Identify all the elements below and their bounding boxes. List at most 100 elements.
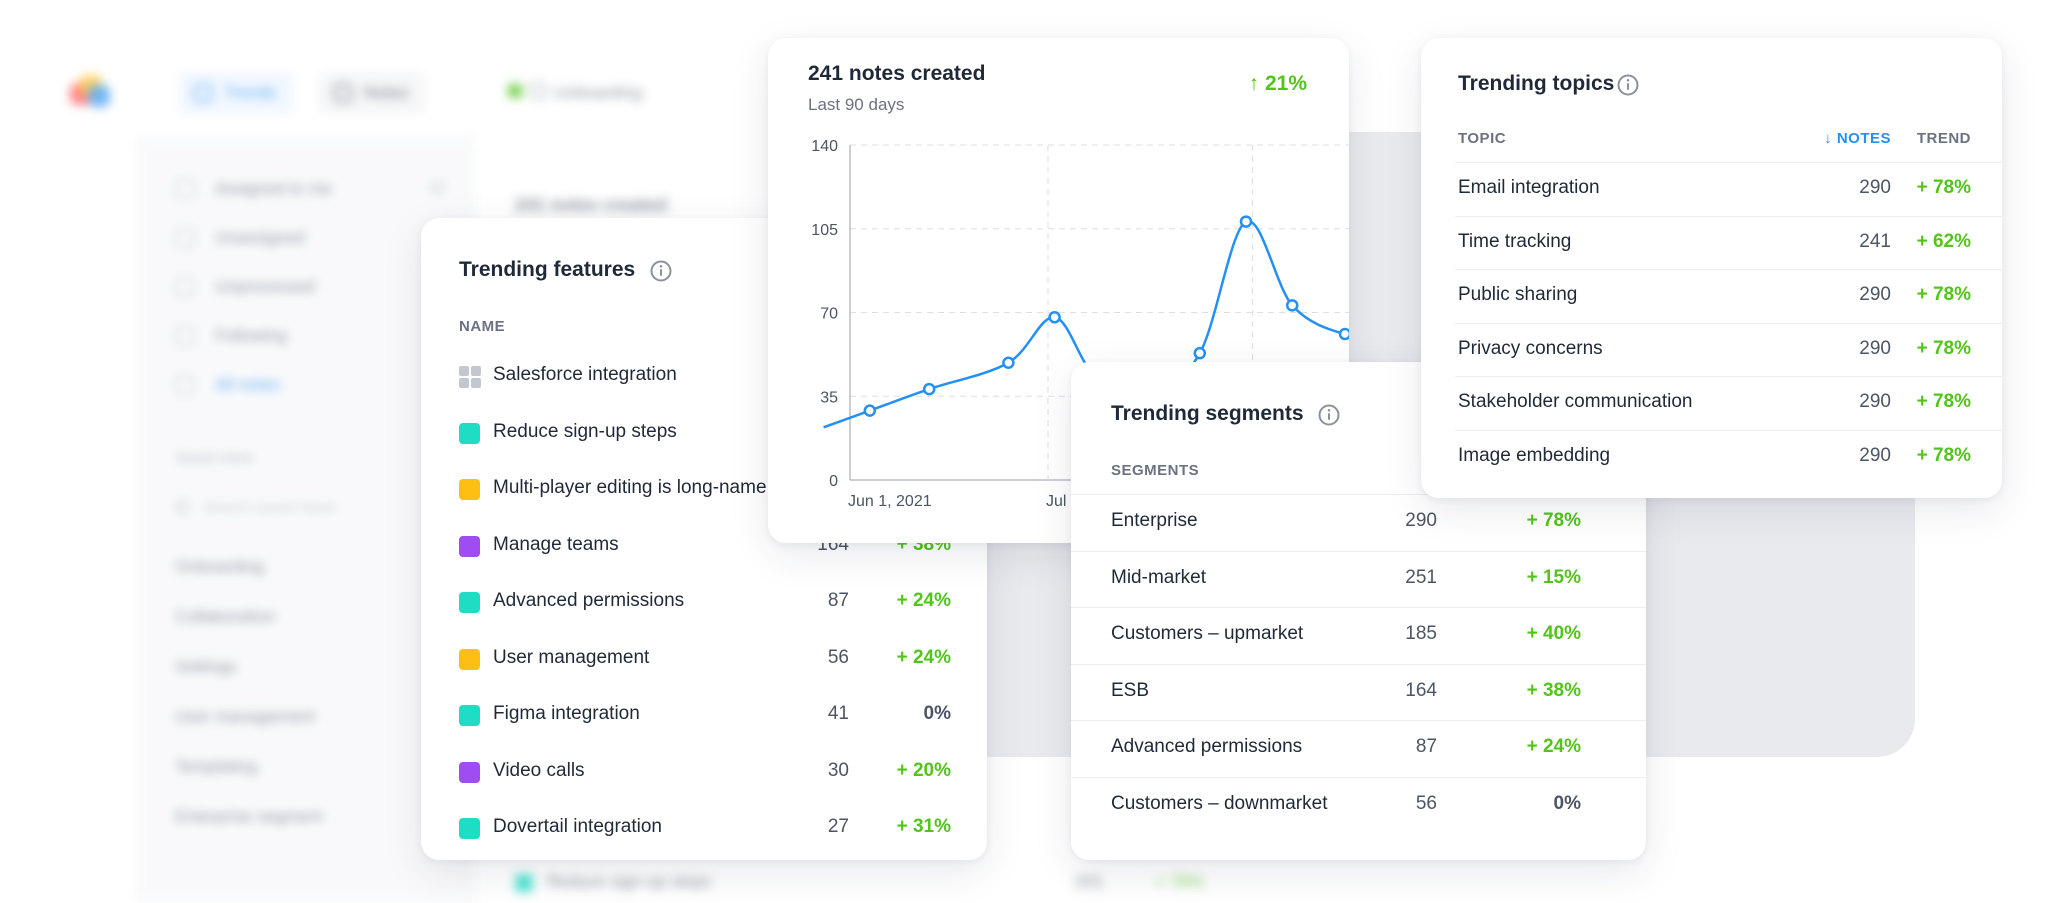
search-icon bbox=[175, 500, 189, 514]
table-row[interactable]: Mid-market 251 + 15% bbox=[1071, 550, 1646, 608]
row-label: Video calls bbox=[493, 759, 585, 781]
row-count: 241 bbox=[1859, 230, 1891, 252]
row-label: Customers – upmarket bbox=[1111, 623, 1304, 644]
row-divider bbox=[1455, 429, 2002, 431]
sidebar-group-onboarding[interactable]: Onboarding bbox=[175, 557, 264, 576]
table-row[interactable]: Multi-player editing is long-name bbox=[421, 461, 987, 518]
row-trend: + 40% bbox=[1526, 623, 1581, 644]
table-row[interactable]: Figma integration 41 0% bbox=[421, 687, 987, 744]
card-title: Trending features bbox=[459, 258, 636, 281]
row-count: 290 bbox=[1859, 444, 1891, 466]
row-count: 201 bbox=[1075, 872, 1104, 891]
table-row[interactable]: ESB 164 + 38% bbox=[1071, 663, 1646, 721]
table-row[interactable]: Customers – downmarket 56 0% bbox=[1071, 776, 1646, 834]
card-title: Trending segments bbox=[1111, 402, 1304, 425]
table-row[interactable]: Dovertail integration 27 + 31% bbox=[421, 800, 987, 857]
y-tick-label: 140 bbox=[811, 138, 838, 155]
info-icon[interactable] bbox=[650, 260, 672, 282]
table-row[interactable]: Advanced permissions 87 + 24% bbox=[421, 574, 987, 631]
app-logo bbox=[70, 75, 114, 111]
row-label: Mid-market bbox=[1111, 566, 1207, 588]
table-row[interactable]: User management 56 + 24% bbox=[421, 631, 987, 688]
sidebar-group-settings[interactable]: Settings bbox=[175, 657, 237, 676]
row-trend: + 78% bbox=[1916, 177, 1971, 198]
row-trend: + 24% bbox=[896, 590, 951, 611]
row-label: Enterprise bbox=[1111, 510, 1198, 531]
card-title: Trending topics bbox=[1458, 72, 1615, 95]
row-count: 41 bbox=[827, 703, 849, 724]
row-count: 251 bbox=[1405, 566, 1437, 588]
data-point bbox=[863, 404, 877, 417]
sidebar-count: 12 bbox=[428, 179, 445, 196]
row-label: Stakeholder communication bbox=[1458, 391, 1693, 412]
row-label: Reduce sign-up steps bbox=[547, 872, 712, 891]
table-row[interactable]: Time tracking 241 + 62% bbox=[1421, 215, 2002, 270]
tab-trends[interactable]: Trends bbox=[178, 72, 295, 114]
table-row[interactable]: Customers – upmarket 185 + 40% bbox=[1071, 607, 1646, 664]
sidebar-item-unassigned[interactable]: Unassigned bbox=[175, 226, 305, 250]
filter-label: Unboarding bbox=[554, 83, 642, 102]
row-divider bbox=[1071, 720, 1646, 721]
row-label: Dovertail integration bbox=[493, 816, 662, 837]
y-tick-label: 35 bbox=[820, 389, 838, 406]
color-swatch bbox=[459, 648, 480, 670]
row-trend: + 31% bbox=[896, 816, 951, 837]
row-label: Salesforce integration bbox=[493, 364, 677, 385]
data-point bbox=[1193, 346, 1207, 360]
row-divider bbox=[1455, 322, 2002, 324]
row-trend: + 78% bbox=[1916, 284, 1971, 305]
row-count: 290 bbox=[1405, 510, 1437, 531]
data-point bbox=[922, 382, 936, 396]
funnel-icon bbox=[530, 83, 546, 99]
row-label: Figma integration bbox=[493, 703, 640, 724]
chart-subtitle: Last 90 days bbox=[808, 95, 905, 114]
table-row[interactable]: Advanced permissions 87 + 24% bbox=[1071, 720, 1646, 777]
table-row[interactable]: Salesforce integration bbox=[421, 348, 987, 405]
table-row[interactable]: Privacy concerns 290 + 78% bbox=[1421, 322, 2002, 377]
info-icon[interactable] bbox=[1318, 404, 1340, 426]
table-row[interactable]: Video calls 30 + 20% bbox=[421, 744, 987, 801]
row-trend: + 78% bbox=[1155, 872, 1204, 891]
row-divider bbox=[1071, 550, 1646, 552]
trending-topics-card: Trending topics TOPIC ↓ NOTES TREND Emai… bbox=[1421, 38, 2002, 498]
bottom-row[interactable]: Reduce sign-up steps 201 + 78% bbox=[515, 870, 1215, 896]
sidebar-search-input[interactable]: Search saved views bbox=[175, 495, 425, 521]
row-divider bbox=[1455, 162, 2002, 163]
row-label: Time tracking bbox=[1458, 230, 1572, 252]
row-trend: + 20% bbox=[896, 759, 951, 781]
sidebar-item-assigned[interactable]: Assigned to me bbox=[175, 177, 332, 201]
table-row[interactable]: Public sharing 290 + 78% bbox=[1421, 269, 2002, 323]
row-divider bbox=[1455, 376, 2002, 377]
row-label: Advanced permissions bbox=[493, 590, 685, 611]
table-row[interactable]: Image embedding 290 + 78% bbox=[1421, 429, 2002, 484]
filter-chip[interactable]: Unboarding bbox=[508, 80, 642, 106]
color-swatch bbox=[459, 705, 480, 726]
table-row[interactable]: Stakeholder communication 290 + 78% bbox=[1421, 376, 2002, 430]
data-point bbox=[1002, 356, 1015, 369]
sidebar-group-templating[interactable]: Templating bbox=[175, 757, 258, 776]
sidebar-group-collaboration[interactable]: Collaboration bbox=[175, 607, 276, 626]
sidebar-item-following[interactable]: Following bbox=[175, 324, 287, 348]
tab-notes[interactable]: Notes bbox=[318, 72, 427, 114]
sidebar-group-user-management[interactable]: User management bbox=[175, 707, 315, 726]
data-point bbox=[1338, 327, 1349, 341]
column-header-segments: SEGMENTS bbox=[1111, 462, 1200, 479]
color-swatch bbox=[459, 535, 480, 557]
table-row[interactable]: Email integration 290 + 78% bbox=[1421, 162, 2002, 216]
table-row[interactable]: Reduce sign-up steps bbox=[421, 405, 987, 462]
row-label: Reduce sign-up steps bbox=[493, 420, 677, 442]
row-trend: + 78% bbox=[1916, 444, 1971, 466]
row-label: Advanced permissions bbox=[1111, 736, 1303, 757]
column-header-notes-sort[interactable]: ↓ NOTES bbox=[1824, 130, 1891, 147]
sidebar-item-all-notes[interactable]: All notes bbox=[175, 373, 280, 397]
sidebar-group-enterprise[interactable]: Enterprise segment bbox=[175, 807, 323, 826]
grid-icon bbox=[459, 366, 481, 388]
row-count: 290 bbox=[1859, 337, 1891, 359]
sidebar-item-unprocessed[interactable]: Unprocessed bbox=[175, 275, 315, 299]
info-icon[interactable] bbox=[1617, 74, 1639, 96]
color-swatch bbox=[459, 592, 480, 613]
row-label: ESB bbox=[1111, 679, 1150, 701]
table-row[interactable]: Enterprise 290 + 78% bbox=[1071, 494, 1646, 551]
row-count: 290 bbox=[1859, 284, 1891, 305]
color-swatch bbox=[459, 761, 480, 783]
